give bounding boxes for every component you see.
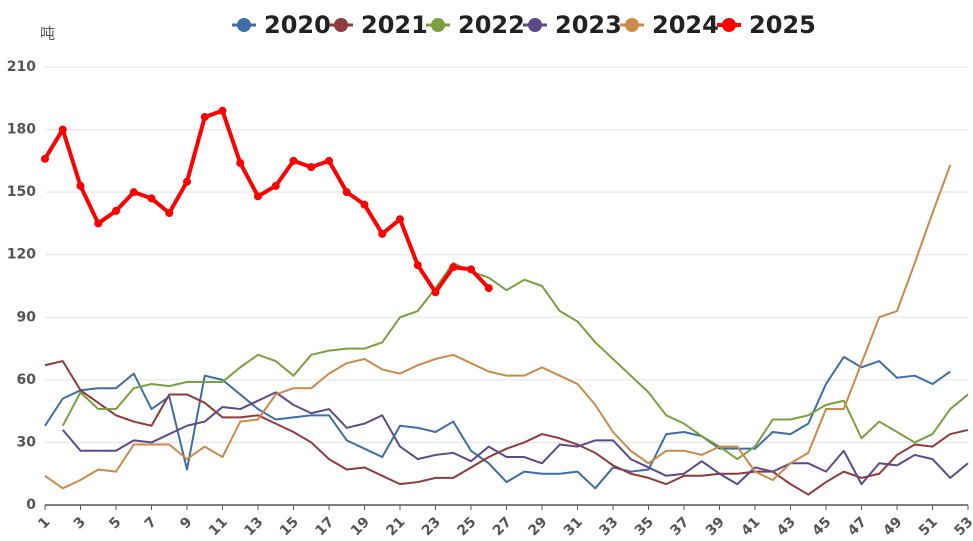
x-tick-label: 45 bbox=[809, 514, 834, 539]
data-point bbox=[58, 125, 67, 134]
x-tick-label: 21 bbox=[383, 514, 408, 539]
data-point bbox=[76, 181, 85, 190]
x-tick-label: 1 bbox=[35, 514, 53, 532]
x-tick-label: 11 bbox=[206, 514, 231, 539]
y-tick-label: 210 bbox=[7, 59, 36, 75]
x-tick-label: 37 bbox=[667, 514, 692, 539]
x-tick-label: 3 bbox=[71, 514, 89, 532]
data-point bbox=[254, 192, 262, 201]
data-point bbox=[360, 200, 369, 209]
data-point bbox=[183, 177, 191, 186]
x-tick-label: 31 bbox=[561, 514, 586, 539]
y-tick-label: 150 bbox=[7, 184, 36, 200]
legend-marker bbox=[528, 18, 542, 32]
y-tick-label: 60 bbox=[17, 372, 37, 388]
data-point bbox=[236, 158, 245, 167]
x-tick-label: 53 bbox=[951, 514, 973, 539]
y-tick-label: 30 bbox=[17, 434, 37, 450]
series-line bbox=[44, 164, 952, 490]
x-tick-label: 25 bbox=[454, 514, 479, 539]
data-point bbox=[129, 188, 138, 197]
x-tick-label: 35 bbox=[632, 514, 657, 539]
data-point bbox=[289, 156, 298, 165]
x-tick-label: 39 bbox=[703, 514, 728, 539]
data-point bbox=[200, 113, 209, 122]
x-tick-label: 5 bbox=[106, 514, 124, 532]
legend-marker bbox=[722, 18, 736, 32]
data-point bbox=[218, 106, 227, 115]
data-point bbox=[484, 284, 493, 293]
x-tick-label: 43 bbox=[774, 514, 799, 539]
y-axis-unit: 吨 bbox=[40, 25, 55, 43]
x-tick-label: 41 bbox=[738, 514, 763, 539]
x-tick-label: 7 bbox=[142, 514, 160, 532]
x-tick-label: 51 bbox=[916, 514, 941, 539]
data-point bbox=[431, 288, 440, 297]
data-point bbox=[467, 265, 475, 274]
data-point bbox=[449, 263, 458, 272]
data-point bbox=[396, 215, 404, 224]
series-line bbox=[61, 391, 969, 486]
y-tick-label: 90 bbox=[17, 309, 37, 325]
legend-label: 2024 bbox=[652, 11, 719, 39]
legend-marker bbox=[237, 18, 251, 32]
x-tick-label: 33 bbox=[596, 514, 621, 539]
data-point bbox=[378, 229, 387, 238]
series-line bbox=[44, 355, 951, 490]
series-line bbox=[61, 262, 969, 461]
data-point bbox=[112, 206, 120, 215]
legend-label: 2020 bbox=[264, 11, 331, 39]
y-tick-label: 180 bbox=[7, 122, 36, 138]
x-tick-label: 13 bbox=[241, 514, 266, 539]
data-point bbox=[271, 181, 280, 190]
data-point bbox=[307, 163, 316, 172]
legend-label: 2021 bbox=[361, 11, 428, 39]
legend-marker bbox=[431, 18, 445, 32]
x-tick-label: 29 bbox=[525, 514, 550, 539]
data-point bbox=[325, 156, 333, 165]
legend-label: 2022 bbox=[458, 11, 525, 39]
x-tick-label: 15 bbox=[277, 514, 302, 539]
data-point bbox=[342, 188, 351, 197]
legend-label: 2023 bbox=[555, 11, 622, 39]
x-tick-label: 49 bbox=[880, 514, 905, 539]
x-tick-label: 27 bbox=[490, 514, 515, 539]
data-point bbox=[147, 194, 156, 203]
legend-marker bbox=[625, 18, 639, 32]
x-tick-label: 19 bbox=[348, 514, 373, 539]
y-tick-label: 120 bbox=[7, 247, 36, 263]
data-point bbox=[41, 154, 49, 163]
data-point bbox=[413, 261, 422, 270]
x-tick-label: 9 bbox=[177, 514, 195, 532]
y-tick-label: 0 bbox=[26, 497, 36, 513]
x-tick-label: 47 bbox=[845, 514, 870, 539]
data-point bbox=[165, 209, 174, 217]
x-tick-label: 17 bbox=[312, 514, 337, 539]
legend-marker bbox=[334, 18, 348, 32]
series-line bbox=[44, 360, 969, 496]
data-point bbox=[94, 219, 103, 228]
series-line bbox=[43, 108, 491, 295]
x-tick-label: 23 bbox=[419, 514, 444, 539]
legend-label: 2025 bbox=[749, 11, 816, 39]
